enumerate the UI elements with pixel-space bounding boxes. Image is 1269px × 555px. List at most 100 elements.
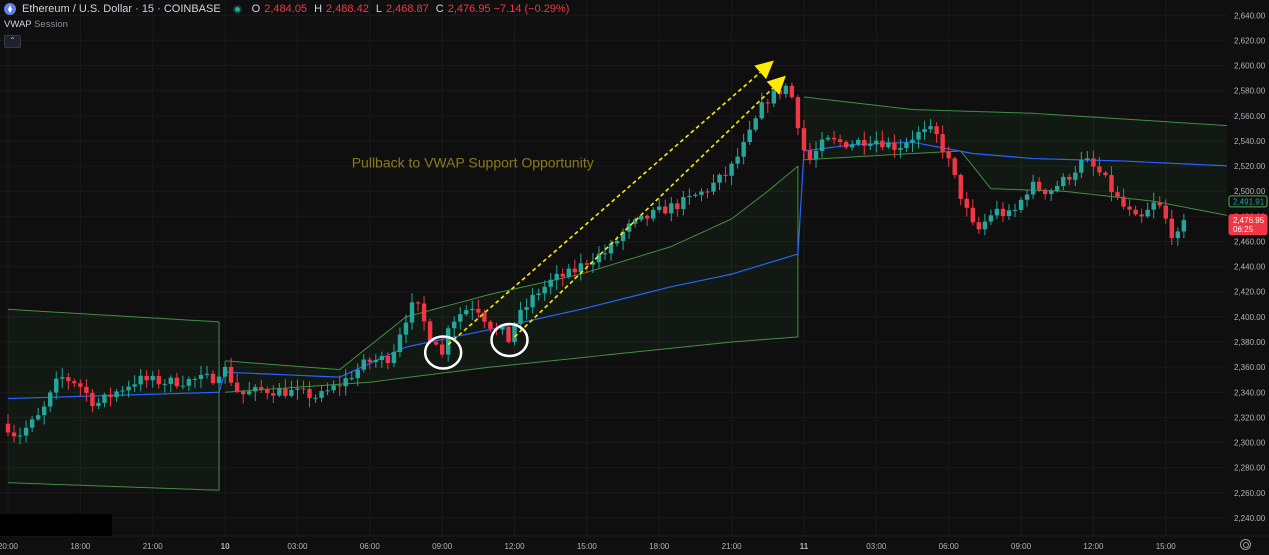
candle-up (536, 293, 541, 295)
candle-up (548, 279, 553, 287)
candle-up (850, 144, 855, 148)
candle-down (72, 381, 77, 384)
collapse-legend-button[interactable]: ⌃ (4, 35, 21, 48)
candle-up (813, 150, 819, 160)
candle-up (1145, 209, 1150, 217)
candle-down (385, 356, 391, 364)
candle-down (1163, 205, 1168, 219)
candle-up (608, 243, 614, 254)
lower-band-line (7, 482, 220, 491)
candle-down (439, 344, 445, 355)
time-tick-label: 20:00 (0, 542, 19, 551)
candle-up (602, 253, 608, 255)
candle-up (331, 385, 336, 391)
candle-up (530, 294, 535, 308)
candle-down (837, 139, 843, 143)
candle-down (90, 392, 95, 407)
candle-down (807, 150, 813, 160)
candle-up (868, 144, 873, 146)
open-key: O (251, 3, 261, 15)
time-axis-bg (0, 536, 1269, 555)
candle-down (934, 126, 939, 135)
candle-down (174, 377, 180, 387)
vwap-line (7, 391, 220, 400)
candle-down (156, 375, 161, 385)
candle-down (108, 394, 113, 398)
price-tick-label: 2,460.00 (1234, 237, 1266, 246)
time-axis[interactable]: 20:00 18:00 21:00 10 03:00 06:00 09:00 12:00 15:… (0, 535, 1269, 555)
high-key: H (314, 3, 323, 15)
candle-down (970, 207, 975, 223)
drawings: Pullback to VWAP Support Opportunity (352, 60, 786, 370)
price-marker (1228, 195, 1268, 208)
time-tick-label: 21:00 (143, 542, 164, 551)
candle-up (1175, 231, 1181, 239)
candle-up (41, 406, 47, 416)
price-tick-label: 2,440.00 (1234, 263, 1266, 272)
candle-up (578, 263, 584, 273)
candle-up (729, 163, 734, 176)
time-tick-label: 12:00 (1083, 542, 1104, 551)
close-value: 2,476.95 −7.14 (−0.29%) (447, 3, 570, 15)
candle-up (17, 435, 23, 437)
candle-down (433, 342, 439, 345)
redaction-box (0, 514, 112, 536)
candle-up (922, 129, 927, 133)
gear-icon[interactable] (1240, 539, 1251, 550)
candle-down (427, 321, 433, 343)
time-tick-label: 06:00 (939, 542, 960, 551)
price-tick-label: 2,620.00 (1234, 36, 1266, 45)
candle-up (35, 415, 41, 420)
candle-up (1048, 190, 1054, 195)
band-fill (8, 309, 220, 491)
candle-up (373, 359, 379, 363)
candle-down (482, 312, 487, 322)
candle-up (512, 323, 517, 342)
candle-down (952, 158, 957, 175)
candle-up (874, 140, 879, 145)
candle-up (452, 321, 457, 329)
candle-up (349, 378, 354, 380)
candle-up (180, 385, 186, 387)
candle-down (1115, 192, 1120, 197)
symbol-title[interactable]: Ethereum / U.S. Dollar · 15 · COINBASE (22, 3, 221, 15)
candle-up (753, 118, 758, 130)
candle-up (1030, 181, 1036, 195)
price-tick-label: 2,560.00 (1234, 112, 1266, 121)
candle-down (476, 308, 481, 313)
candle-down (11, 432, 17, 437)
price-axis[interactable]: 2,240.00 2,260.00 2,280.00 2,300.00 2,320.00… (1227, 0, 1269, 536)
candle-up (23, 427, 29, 436)
candle-down (964, 198, 969, 208)
candle-up (904, 143, 909, 148)
candle-up (1055, 186, 1060, 191)
indicator-legend[interactable]: VWAP Session (4, 19, 68, 30)
candle-up (138, 375, 143, 385)
price-marker (1228, 214, 1268, 236)
lower-band-line (225, 336, 798, 393)
candle-up (910, 139, 915, 144)
candle-down (831, 137, 837, 140)
candle-down (1157, 202, 1162, 206)
low-key: L (375, 3, 382, 15)
price-tick-label: 2,540.00 (1234, 137, 1266, 146)
candle-down (705, 191, 710, 193)
candle-down (1139, 214, 1144, 217)
market-status-icon (232, 4, 242, 14)
time-tick-label: 12:00 (505, 542, 526, 551)
candle-up (1181, 220, 1187, 232)
annotation-text: Pullback to VWAP Support Opportunity (352, 154, 594, 170)
candle-up (741, 142, 746, 157)
time-tick-label: 10 (221, 542, 230, 551)
candle-up (48, 392, 53, 407)
candle-up (1024, 194, 1030, 200)
candle-down (976, 222, 982, 230)
time-tick-label: 15:00 (1156, 542, 1177, 551)
candle-up (819, 139, 825, 151)
candle-up (717, 174, 722, 183)
candle-up (1079, 160, 1084, 173)
candle-up (325, 390, 330, 392)
candle-up (168, 377, 174, 384)
time-tick-label: 09:00 (1011, 542, 1032, 551)
